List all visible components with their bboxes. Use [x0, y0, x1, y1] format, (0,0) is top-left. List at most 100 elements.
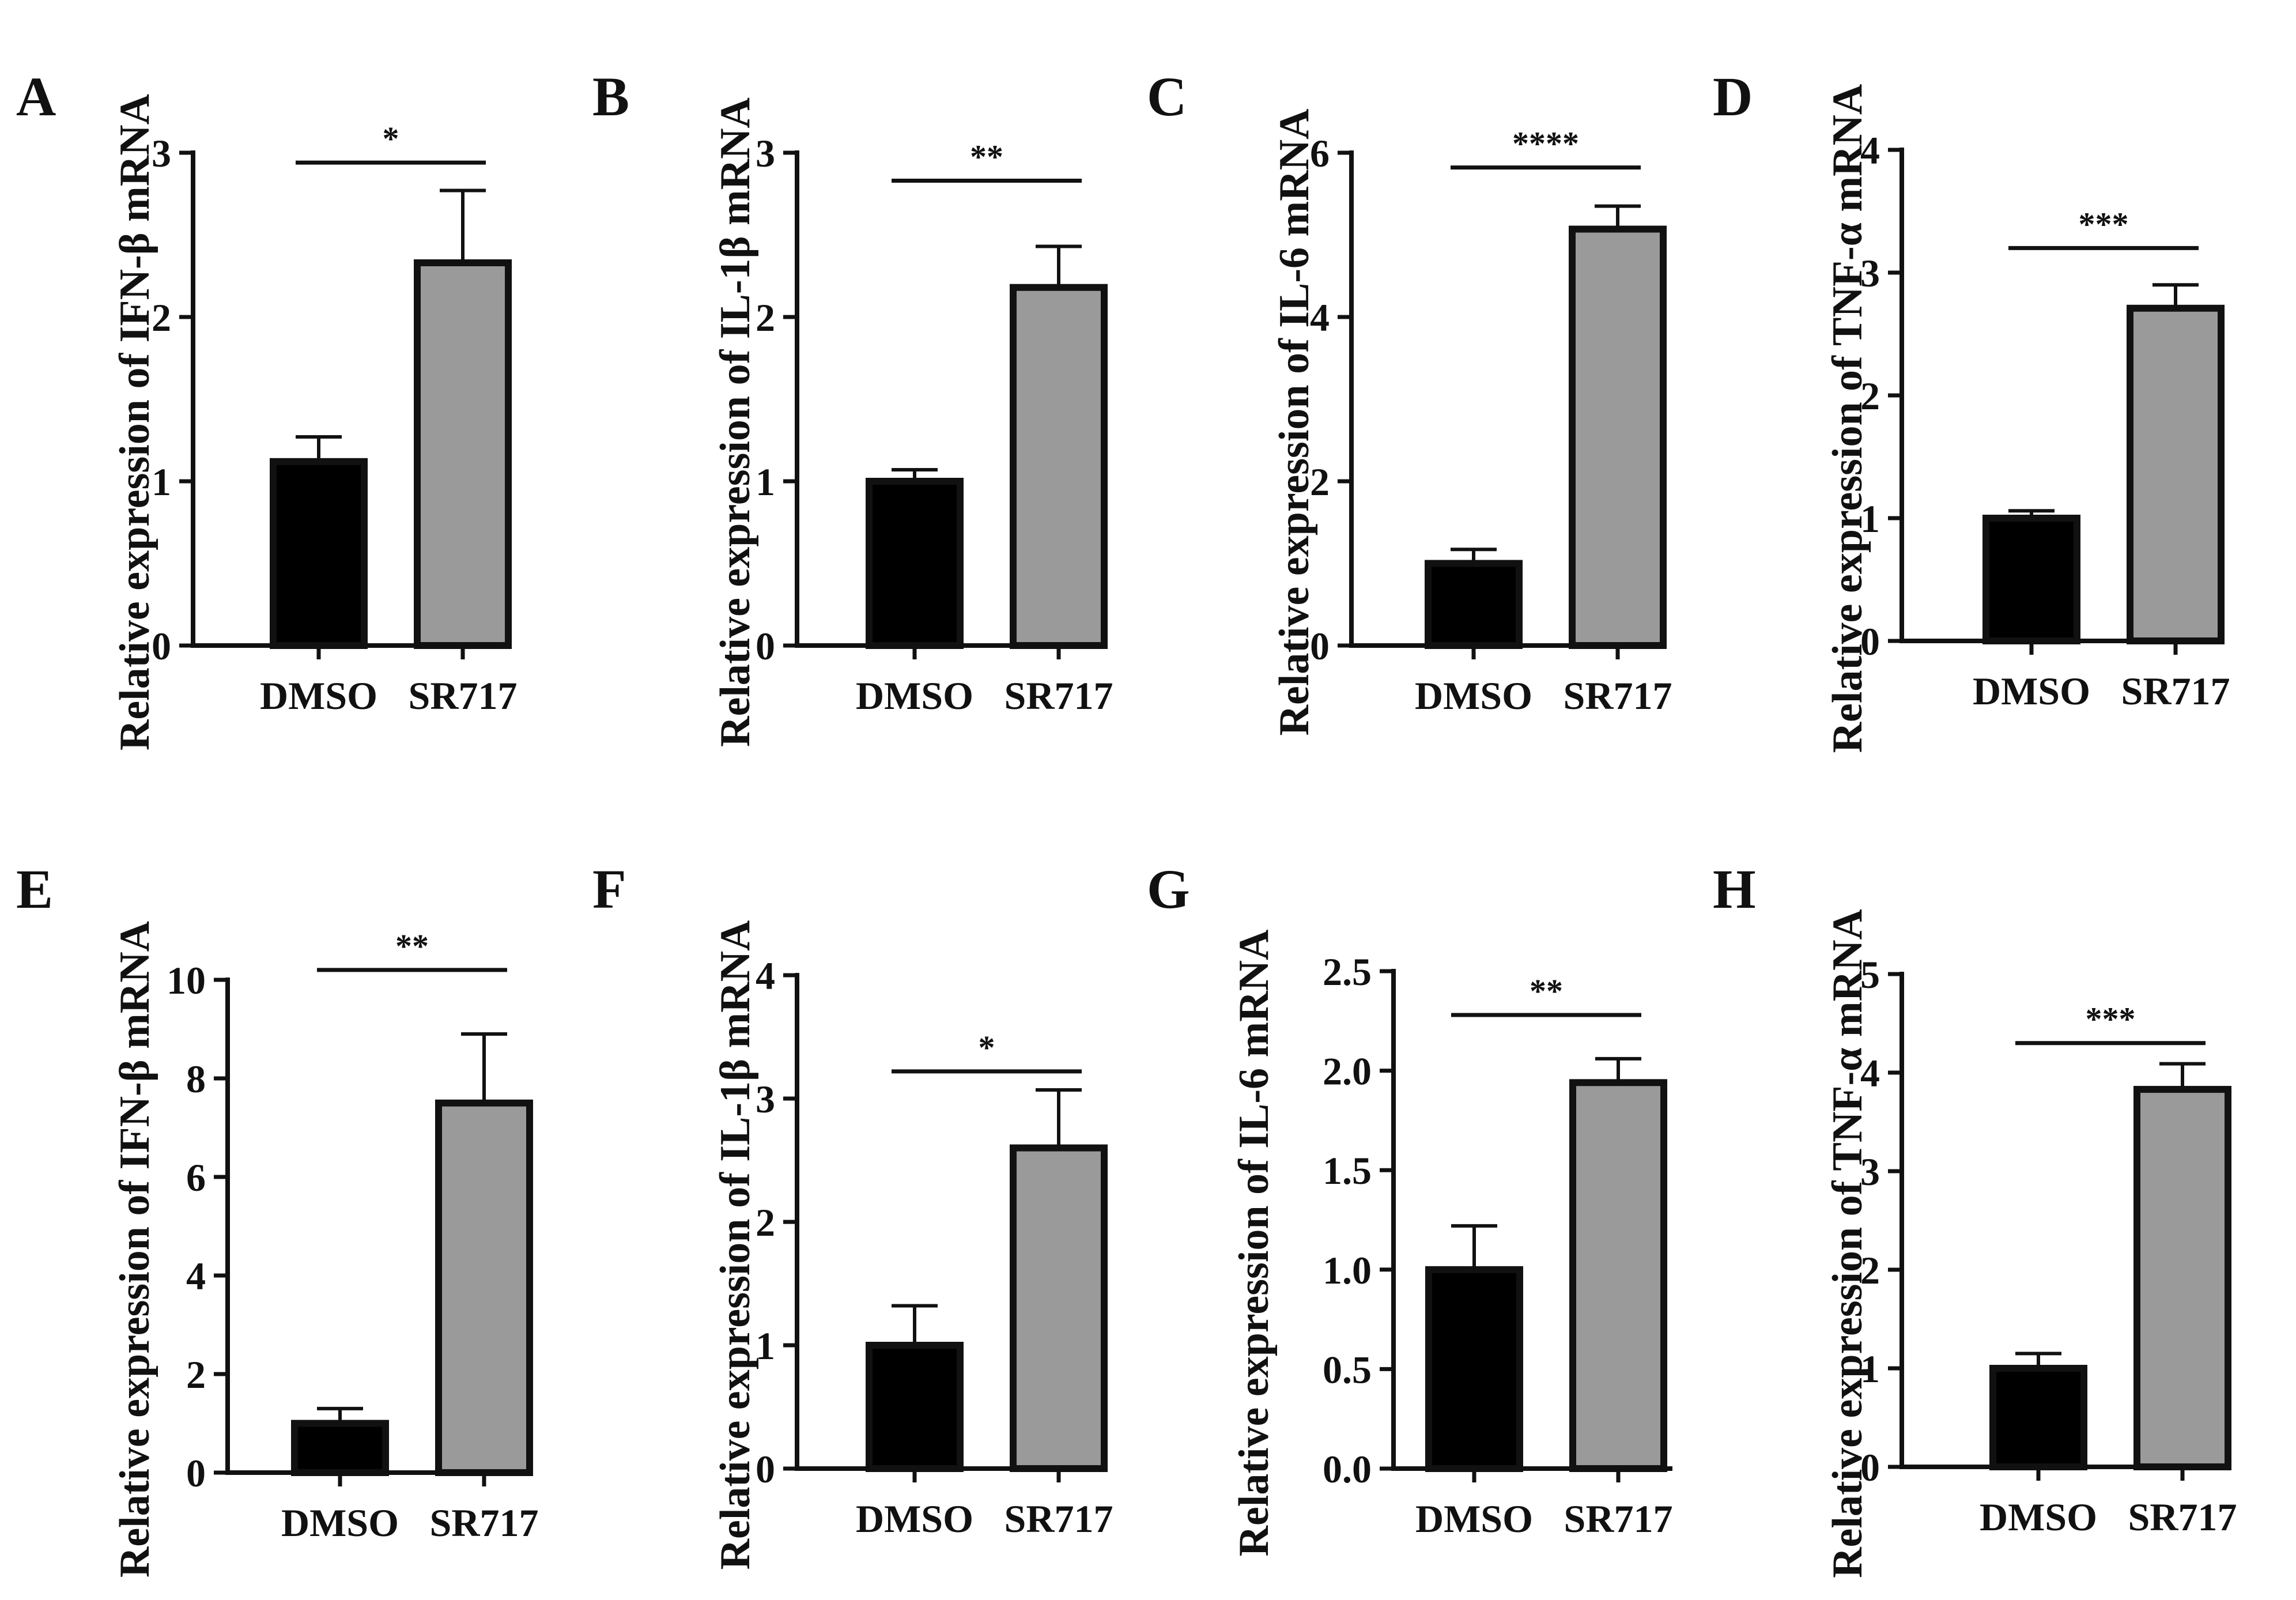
- bar-dmso: [1425, 560, 1523, 649]
- y-tick-label: 2: [186, 1353, 206, 1397]
- significance-label: *: [383, 120, 399, 157]
- bar-dmso: [866, 1342, 964, 1472]
- bar-sr717: [1010, 284, 1108, 649]
- y-tick-label: 0: [1310, 624, 1330, 668]
- y-tick-label: 2: [152, 296, 171, 339]
- x-tick-label: SR717: [430, 1501, 539, 1545]
- y-tick-label: 1.0: [1323, 1248, 1372, 1292]
- y-axis-label: Relative expression of TNF-α mRNA: [1824, 909, 1871, 1578]
- significance-label: ***: [2086, 1001, 2136, 1038]
- y-tick-label: 0: [756, 1447, 775, 1491]
- y-tick-label: 0: [756, 624, 775, 668]
- y-tick-label: 2: [1860, 1248, 1880, 1292]
- bar-dmso: [1982, 515, 2080, 644]
- panel-letter: C: [1147, 66, 1187, 127]
- significance-label: **: [395, 927, 429, 965]
- y-tick-label: 2.5: [1323, 950, 1372, 994]
- x-tick-label: DMSO: [856, 674, 973, 718]
- y-tick-label: 1: [1860, 1347, 1880, 1391]
- panel-letter: H: [1713, 858, 1756, 920]
- y-tick-label: 4: [756, 954, 775, 998]
- significance-label: *: [979, 1029, 995, 1066]
- x-tick-label: SR717: [2128, 1495, 2237, 1539]
- x-tick-label: SR717: [409, 674, 518, 718]
- y-tick-label: 0.0: [1323, 1447, 1372, 1491]
- y-tick-label: 4: [186, 1254, 206, 1298]
- bar-dmso: [1425, 1266, 1523, 1473]
- y-tick-label: 3: [1860, 251, 1880, 295]
- y-tick-label: 1: [152, 460, 171, 504]
- y-tick-label: 0: [1860, 620, 1880, 663]
- y-tick-label: 5: [1860, 953, 1880, 997]
- bar-sr717: [435, 1099, 533, 1476]
- y-tick-label: 1: [1860, 497, 1880, 541]
- bar-sr717: [2127, 304, 2225, 644]
- x-tick-label: DMSO: [1415, 674, 1532, 718]
- y-axis-label: Relative expression of IL-1β mRNA: [712, 97, 759, 747]
- x-tick-label: DMSO: [856, 1497, 973, 1541]
- y-tick-label: 3: [1860, 1150, 1880, 1194]
- bar-sr717: [1569, 1079, 1667, 1472]
- x-tick-label: DMSO: [1415, 1497, 1533, 1541]
- y-tick-label: 6: [186, 1156, 206, 1199]
- y-tick-label: 4: [1310, 296, 1330, 339]
- y-tick-label: 2: [1310, 460, 1330, 504]
- panel-letter: E: [16, 858, 53, 920]
- y-tick-label: 2.0: [1323, 1050, 1372, 1093]
- bar-dmso: [270, 458, 368, 649]
- x-tick-label: DMSO: [281, 1501, 399, 1545]
- panel-g: G Relative expression of IL-6 mRNA 0.0 0.5 1…: [1147, 858, 1672, 1556]
- panel-letter: G: [1147, 858, 1190, 920]
- y-axis-label: Relative expression of IFN-β mRNA: [111, 94, 158, 750]
- x-tick-label: SR717: [1004, 1497, 1113, 1541]
- y-tick-label: 2: [756, 296, 775, 339]
- bar-dmso: [866, 478, 964, 649]
- significance-label: **: [970, 138, 1003, 175]
- y-tick-label: 10: [167, 959, 206, 1002]
- y-tick-label: 3: [756, 1077, 775, 1121]
- y-tick-label: 0: [186, 1451, 206, 1495]
- significance-label: ***: [2079, 205, 2129, 243]
- y-tick-label: 2: [1860, 374, 1880, 418]
- y-tick-label: 1.5: [1323, 1149, 1372, 1193]
- y-axis-label: Relative expression of IL-6 mRNA: [1271, 109, 1318, 736]
- bar-dmso: [1989, 1365, 2087, 1470]
- y-tick-label: 4: [1860, 129, 1880, 172]
- y-tick-label: 3: [756, 131, 775, 175]
- bar-sr717: [1010, 1144, 1108, 1472]
- y-tick-label: 1: [756, 1324, 775, 1368]
- x-tick-label: DMSO: [260, 674, 377, 718]
- y-tick-label: 1: [756, 460, 775, 504]
- x-tick-label: DMSO: [1973, 669, 2090, 713]
- bar-dmso: [291, 1420, 389, 1476]
- significance-label: **: [1530, 972, 1563, 1010]
- x-tick-label: SR717: [1564, 1497, 1673, 1541]
- y-tick-label: 0.5: [1323, 1348, 1372, 1391]
- panel-letter: F: [592, 858, 626, 920]
- panel-e: E Relative expression of IFN-β mRNA 0 2 4 6 8 1…: [16, 858, 538, 1578]
- y-tick-label: 8: [186, 1057, 206, 1101]
- x-tick-label: SR717: [1004, 674, 1113, 718]
- y-tick-label: 3: [152, 131, 171, 175]
- x-tick-label: SR717: [2121, 669, 2230, 713]
- y-axis-label: Relative expression of TNF-α mRNA: [1824, 84, 1871, 753]
- y-tick-label: 0: [152, 624, 171, 668]
- bar-sr717: [2133, 1086, 2231, 1470]
- bar-sr717: [414, 259, 512, 649]
- bar-sr717: [1569, 225, 1667, 649]
- y-tick-label: 0: [1860, 1446, 1880, 1489]
- panel-letter: B: [592, 66, 629, 127]
- y-tick-label: 2: [756, 1201, 775, 1244]
- x-tick-label: SR717: [1564, 674, 1672, 718]
- y-axis-label: Relative expression of IFN-β mRNA: [111, 921, 158, 1578]
- y-tick-label: 6: [1310, 131, 1330, 175]
- significance-label: ****: [1512, 125, 1579, 163]
- panel-letter: D: [1713, 66, 1753, 127]
